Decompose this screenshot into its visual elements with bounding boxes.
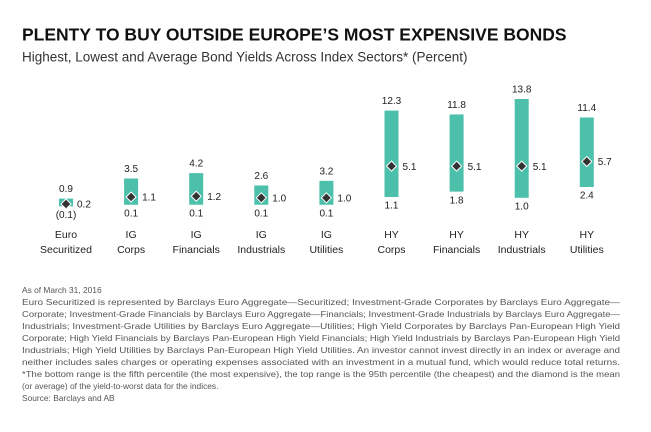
mean-diamond xyxy=(190,190,202,202)
footnote: neither includes sales charges or operat… xyxy=(22,357,620,367)
low-label: 0.1 xyxy=(254,208,268,219)
mean-diamond xyxy=(385,160,398,172)
mean-label: 1.0 xyxy=(337,193,351,204)
category-label: Corps xyxy=(377,244,405,256)
footnote: *The bottom range is the fifth percentil… xyxy=(22,369,620,379)
mean-label: 1.2 xyxy=(207,192,221,203)
category-label: IG xyxy=(256,229,267,241)
footnote: As of March 31, 2016 xyxy=(22,285,102,295)
category-label: HY xyxy=(449,229,464,241)
low-label: 0.1 xyxy=(189,208,203,219)
high-label: 4.2 xyxy=(189,159,203,170)
high-label: 13.8 xyxy=(512,85,532,96)
range-bar xyxy=(579,117,594,188)
footnote: Industrials; High Yield Utilities by Bar… xyxy=(22,345,620,355)
footnote: (or average) of the yield-to-worst data … xyxy=(22,381,218,391)
category-label: HY xyxy=(514,229,529,241)
mean-label: 1.1 xyxy=(142,193,156,204)
high-label: 12.3 xyxy=(382,96,402,107)
high-label: 0.9 xyxy=(59,184,73,195)
category-label: IG xyxy=(321,229,332,241)
mean-diamond xyxy=(515,160,528,172)
low-label: 1.1 xyxy=(385,201,399,212)
footnote: Source: Barclays and AB xyxy=(22,393,115,403)
high-label: 3.2 xyxy=(319,166,333,177)
footnote: Corporate; Investment-Grade Financials b… xyxy=(22,309,621,319)
low-label: 1.0 xyxy=(515,201,529,212)
category-label: Euro xyxy=(55,229,77,241)
category-label: Financials xyxy=(173,244,220,256)
mean-label: 5.1 xyxy=(468,162,482,173)
mean-label: 0.2 xyxy=(77,200,91,211)
mean-diamond xyxy=(581,155,593,168)
mean-diamond xyxy=(450,160,463,172)
mean-diamond xyxy=(320,192,333,204)
category-label: HY xyxy=(580,229,595,241)
high-label: 3.5 xyxy=(124,164,138,175)
mean-diamond xyxy=(60,198,72,210)
category-label: HY xyxy=(384,229,399,241)
low-label: (0.1) xyxy=(56,210,77,221)
category-label: IG xyxy=(191,229,202,241)
mean-diamond xyxy=(125,191,137,203)
high-label: 11.4 xyxy=(577,103,596,114)
category-label: Industrials xyxy=(498,244,546,256)
mean-label: 5.7 xyxy=(598,157,612,168)
mean-diamond xyxy=(255,192,268,204)
mean-label: 5.1 xyxy=(403,162,417,173)
high-label: 11.8 xyxy=(447,100,466,111)
footnote: Corporate; High Yield Financials by Barc… xyxy=(22,333,620,343)
low-label: 1.8 xyxy=(450,195,464,206)
chart-title: PLENTY TO BUY OUTSIDE EUROPE’S MOST EXPE… xyxy=(22,25,567,45)
category-label: Securitized xyxy=(40,244,92,256)
low-label: 0.1 xyxy=(319,208,333,219)
category-label: Utilities xyxy=(570,244,604,256)
range-bar xyxy=(449,114,464,192)
footnote: Industrials; Investment-Grade Utilities … xyxy=(22,321,620,331)
low-label: 2.4 xyxy=(580,191,594,202)
category-label: IG xyxy=(126,229,137,241)
category-label: Utilities xyxy=(309,244,343,256)
category-label: Industrials xyxy=(237,244,285,256)
mean-label: 5.1 xyxy=(533,162,547,173)
range-bar xyxy=(384,110,399,198)
footnote: Euro Securitized is represented by Barcl… xyxy=(22,297,621,307)
high-label: 2.6 xyxy=(254,171,268,182)
low-label: 0.1 xyxy=(124,208,138,219)
mean-label: 1.0 xyxy=(272,193,286,204)
chart-subtitle: Highest, Lowest and Average Bond Yields … xyxy=(22,50,468,65)
range-bar xyxy=(514,99,529,198)
category-label: Financials xyxy=(433,244,480,256)
category-label: Corps xyxy=(117,244,145,256)
